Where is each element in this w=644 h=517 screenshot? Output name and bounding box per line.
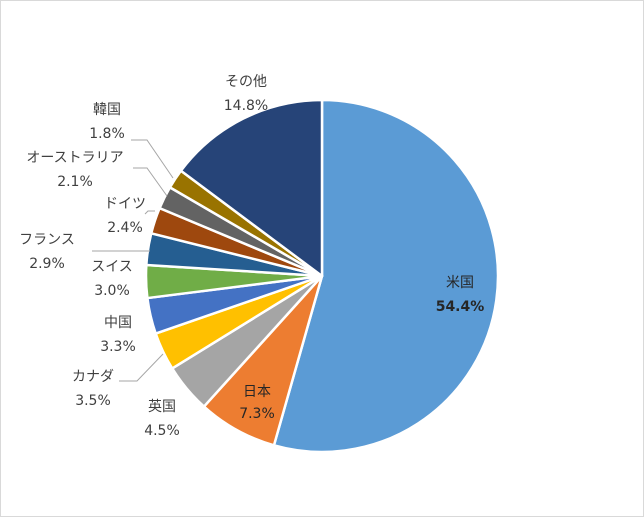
- slice-label-7: ドイツ: [104, 196, 146, 212]
- slice-value-10: 14.8%: [224, 98, 268, 114]
- slice-value-4: 3.3%: [100, 339, 136, 355]
- data-labels: 米国 54.4% 日本 7.3% 英国 4.5% カナダ 3.5% 中国 3.3% スイス 3.0% フ…: [19, 74, 484, 439]
- slice-value-2: 4.5%: [144, 423, 180, 439]
- slice-value-1: 7.3%: [239, 406, 275, 422]
- slice-label-3: カナダ: [72, 369, 114, 385]
- leader-line-7: [144, 210, 155, 215]
- slice-value-6: 2.9%: [29, 256, 65, 272]
- slice-label-2: 英国: [148, 398, 176, 415]
- slice-value-7: 2.4%: [107, 220, 143, 236]
- leader-line-8: [133, 167, 168, 197]
- slice-label-9: 韓国: [93, 102, 121, 118]
- slice-label-1: 日本: [243, 384, 271, 400]
- slice-label-4: 中国: [104, 315, 132, 331]
- slice-label-10: その他: [225, 74, 267, 90]
- leader-line-9: [131, 139, 174, 179]
- leader-line-3: [119, 353, 164, 382]
- slice-value-0: 54.4%: [436, 299, 485, 315]
- slice-label-0: 米国: [446, 275, 474, 291]
- slice-value-5: 3.0%: [94, 283, 130, 299]
- pie-slice-10: [179, 98, 324, 278]
- slice-value-8: 2.1%: [57, 174, 93, 190]
- pie-slice-0: [272, 98, 500, 454]
- leader-lines: [92, 139, 174, 382]
- slice-label-8: オーストラリア: [26, 150, 123, 166]
- pie-slices: [144, 98, 500, 454]
- slice-value-9: 1.8%: [89, 126, 125, 142]
- slice-label-5: スイス: [91, 259, 133, 275]
- slice-value-3: 3.5%: [75, 393, 111, 409]
- slice-label-6: フランス: [19, 232, 75, 248]
